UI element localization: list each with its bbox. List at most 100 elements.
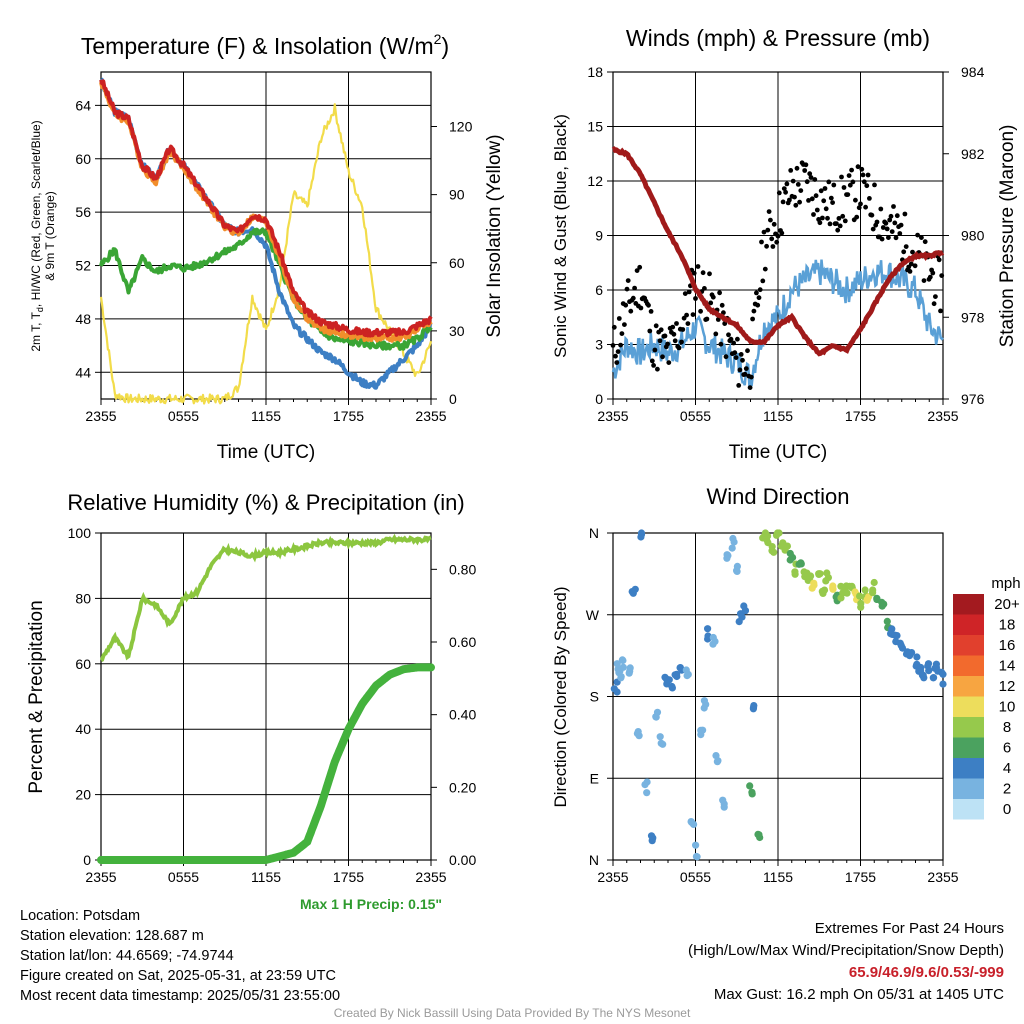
y-tick-label: S xyxy=(590,689,599,705)
direction-point xyxy=(683,672,691,680)
x-tick-label: 1755 xyxy=(845,869,876,885)
gust-point xyxy=(921,278,927,283)
gust-point xyxy=(776,190,782,196)
gust-point xyxy=(874,219,880,225)
gust-point xyxy=(845,192,851,198)
gust-point xyxy=(743,366,749,371)
gust-point xyxy=(690,312,696,317)
direction-point xyxy=(682,666,690,674)
gust-point xyxy=(684,312,689,318)
gust-point xyxy=(922,239,928,245)
credit-text: Created By Nick Bassill Using Data Provi… xyxy=(333,1006,691,1020)
gust-point xyxy=(798,188,804,194)
elevation-text: Station elevation: 128.687 m xyxy=(20,928,204,944)
direction-point xyxy=(870,578,878,587)
direction-point xyxy=(763,536,771,544)
direction-point xyxy=(795,560,803,568)
series-line-2m-t xyxy=(99,79,433,338)
gust-point xyxy=(846,173,852,179)
direction-point xyxy=(643,778,651,786)
gust-point xyxy=(745,348,750,354)
gust-point xyxy=(769,236,775,242)
gust-point xyxy=(637,264,643,270)
chart-title: Relative Humidity (%) & Precipitation (i… xyxy=(67,490,464,515)
plot-frame xyxy=(100,71,432,400)
gust-point xyxy=(762,266,768,272)
gust-point xyxy=(679,339,684,345)
direction-point xyxy=(735,618,743,626)
gust-point xyxy=(737,367,743,373)
direction-point xyxy=(740,602,748,610)
direction-point xyxy=(873,594,881,602)
gust-point xyxy=(766,209,772,215)
y-tick-label: 18 xyxy=(587,64,603,80)
gust-point xyxy=(674,321,679,326)
direction-point xyxy=(920,674,928,682)
gust-point xyxy=(611,324,617,330)
gust-point xyxy=(775,233,781,239)
chart-panel-2: 2355 0555 1155 1755 235503691215189769789809… xyxy=(551,25,1018,463)
gust-point xyxy=(713,331,719,337)
gust-point xyxy=(665,341,670,347)
direction-point xyxy=(719,796,727,804)
direction-point xyxy=(930,674,938,682)
x-tick-label: 1155 xyxy=(251,408,281,424)
series-line-td xyxy=(99,227,433,351)
gust-point xyxy=(864,183,870,189)
gust-point xyxy=(610,343,616,348)
gust-point xyxy=(658,327,664,333)
direction-point xyxy=(750,702,758,710)
legend-label: 18 xyxy=(999,617,1016,634)
direction-point xyxy=(939,680,947,688)
gust-point xyxy=(759,239,764,245)
gust-point xyxy=(652,347,658,353)
y-tick-label: 12 xyxy=(587,173,603,189)
y-right-tick-label: 0 xyxy=(449,391,457,407)
gust-point xyxy=(826,179,832,185)
gust-point xyxy=(865,172,871,178)
legend-label: 2 xyxy=(1003,781,1011,798)
legend-swatch xyxy=(953,717,984,738)
gust-point xyxy=(649,358,655,364)
y-tick-label: 60 xyxy=(75,656,91,672)
gust-point xyxy=(646,302,651,308)
gust-point xyxy=(757,287,763,293)
direction-point xyxy=(775,529,783,537)
gust-point xyxy=(828,195,834,201)
gust-point xyxy=(847,182,853,188)
latlon-text: Station lat/lon: 44.6569; -74.9744 xyxy=(20,948,234,964)
y-right-tick-label: 0.40 xyxy=(449,707,476,723)
gust-point xyxy=(651,363,656,368)
gust-point xyxy=(901,249,907,255)
legend-label: 10 xyxy=(999,699,1016,716)
legend-label: 0 xyxy=(1003,801,1011,818)
gust-point xyxy=(707,271,712,277)
gust-point xyxy=(831,182,837,188)
direction-point xyxy=(897,641,905,650)
gust-point xyxy=(850,179,856,185)
gust-point xyxy=(647,328,653,334)
gust-point xyxy=(783,189,788,195)
gust-point xyxy=(797,199,802,205)
gust-point xyxy=(765,227,771,233)
x-tick-label: 2355 xyxy=(85,408,116,424)
x-tick-label: 1155 xyxy=(763,869,793,885)
y-tick-label: 100 xyxy=(68,525,92,541)
gust-point xyxy=(807,171,813,177)
gust-point xyxy=(764,243,769,249)
gust-point xyxy=(834,221,839,227)
legend-swatch xyxy=(953,778,984,799)
gust-point xyxy=(719,302,725,308)
direction-point xyxy=(617,673,625,681)
gust-point xyxy=(818,188,824,194)
gust-point xyxy=(888,213,894,219)
legend-swatch xyxy=(953,614,984,635)
gust-point xyxy=(812,177,818,182)
max-precip-label: Max 1 H Precip: 0.15" xyxy=(300,896,443,912)
gust-point xyxy=(662,333,668,339)
direction-point xyxy=(818,587,826,596)
direction-point xyxy=(700,704,708,712)
direction-point xyxy=(782,542,790,550)
x-tick-label: 2355 xyxy=(597,869,628,885)
gust-point xyxy=(893,235,899,241)
